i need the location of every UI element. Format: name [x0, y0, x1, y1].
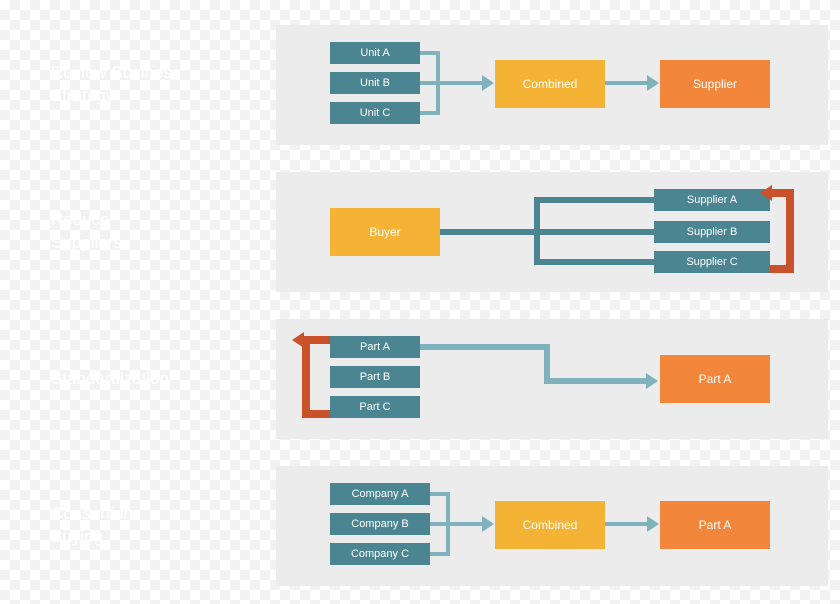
arrowhead-icon: [482, 516, 494, 532]
combined-block: Combined: [495, 60, 605, 108]
chevron-label-text: Reduce Suppliers: [51, 209, 122, 255]
chevron-reduce-suppliers: Reduce Suppliers: [33, 172, 261, 292]
cell-text: Supplier B: [687, 226, 738, 238]
company-c-cell: Company C: [330, 543, 430, 565]
bracket: [770, 265, 786, 273]
connector: [420, 344, 550, 350]
block-text: Part A: [699, 372, 732, 386]
supplier-block: Supplier: [660, 60, 770, 108]
diagram-canvas: { "layout": { "canvas_w": 840, "canvas_h…: [0, 0, 840, 604]
unit-c-cell: Unit C: [330, 102, 420, 124]
bracket: [770, 189, 786, 197]
chevron-label-text: Consortium Buying: [51, 503, 138, 549]
chevron-label-text: Standardization: [51, 368, 169, 391]
bracket: [310, 410, 330, 418]
block-text: Buyer: [369, 225, 400, 239]
buyer-block: Buyer: [330, 208, 440, 256]
connector: [440, 81, 482, 85]
block-text: Combined: [523, 518, 578, 532]
company-a-cell: Company A: [330, 483, 430, 505]
connector: [440, 229, 540, 235]
part-c-cell: Part C: [330, 396, 420, 418]
part-a-cell: Part A: [330, 336, 420, 358]
cell-text: Part B: [360, 371, 391, 383]
arrowhead-icon: [482, 75, 494, 91]
connector: [540, 259, 654, 265]
chevron-label-text: Review Business Strategy: [51, 62, 180, 108]
company-b-cell: Company B: [330, 513, 430, 535]
block-text: Part A: [699, 518, 732, 532]
unit-b-cell: Unit B: [330, 72, 420, 94]
connector: [450, 522, 482, 526]
arrowhead-icon: [292, 332, 304, 348]
connector: [540, 197, 654, 203]
arrowhead-icon: [760, 185, 772, 201]
block-text: Combined: [523, 77, 578, 91]
chevron-review-business-strategy: Review Business Strategy: [33, 25, 261, 145]
cell-text: Part A: [360, 341, 390, 353]
cell-text: Company B: [351, 518, 408, 530]
bracket: [302, 336, 310, 418]
supplier-a-cell: Supplier A: [654, 189, 770, 211]
cell-text: Unit B: [360, 77, 390, 89]
arrowhead-icon: [646, 373, 658, 389]
cell-text: Company C: [351, 548, 409, 560]
bracket: [310, 336, 330, 344]
arrowhead-icon: [647, 516, 659, 532]
cell-text: Part C: [359, 401, 390, 413]
block-text: Supplier: [693, 77, 737, 91]
chevron-consortium-buying: Consortium Buying: [33, 466, 261, 586]
part-b-cell: Part B: [330, 366, 420, 388]
cell-text: Unit C: [360, 107, 391, 119]
connector: [605, 81, 647, 85]
connector: [605, 522, 647, 526]
chevron-standardization: Standardization: [33, 319, 261, 439]
cell-text: Supplier C: [686, 256, 737, 268]
unit-a-cell: Unit A: [330, 42, 420, 64]
supplier-b-cell: Supplier B: [654, 221, 770, 243]
arrowhead-icon: [647, 75, 659, 91]
bracket: [786, 189, 794, 273]
cell-text: Unit A: [360, 47, 389, 59]
cell-text: Supplier A: [687, 194, 737, 206]
cell-text: Company A: [352, 488, 409, 500]
supplier-c-cell: Supplier C: [654, 251, 770, 273]
combined-block-2: Combined: [495, 501, 605, 549]
connector: [540, 229, 654, 235]
connector: [550, 378, 646, 384]
part-target-block: Part A: [660, 355, 770, 403]
part-target-block-2: Part A: [660, 501, 770, 549]
